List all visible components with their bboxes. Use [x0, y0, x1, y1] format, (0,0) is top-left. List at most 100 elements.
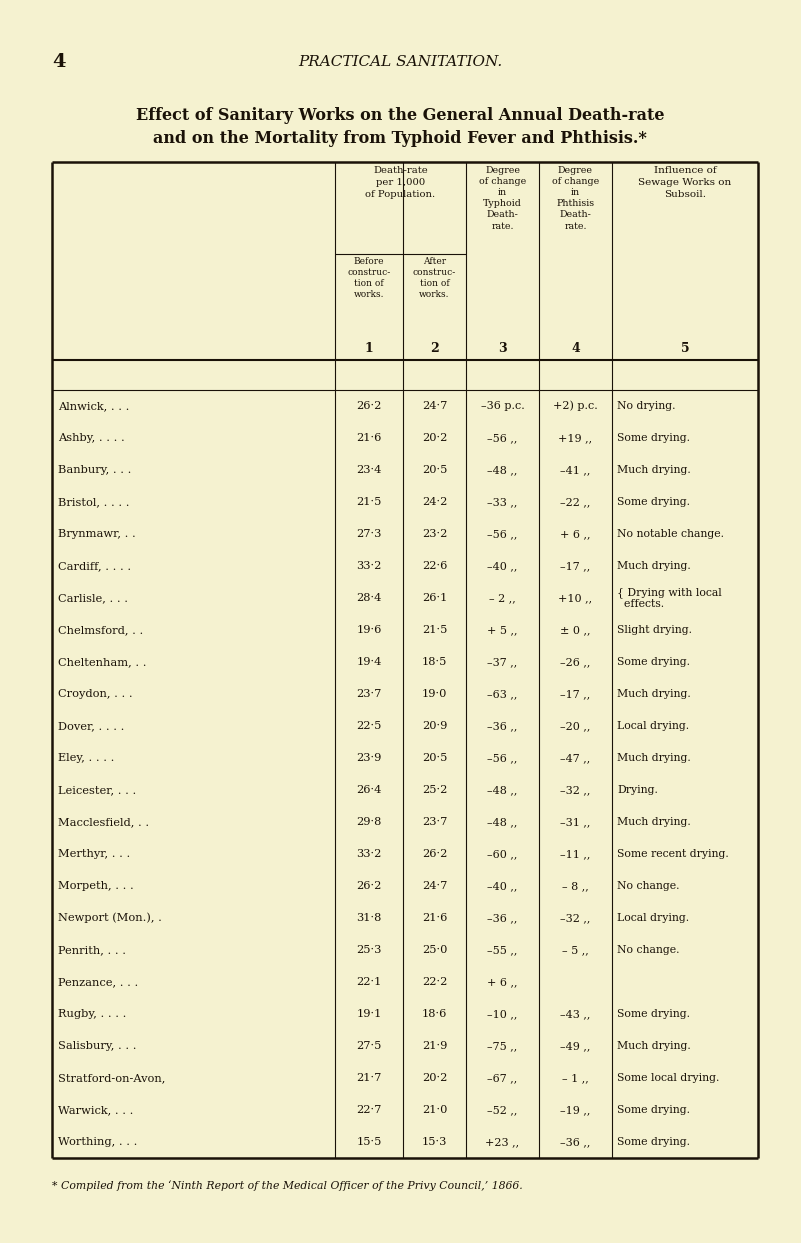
Text: –26 ,,: –26 ,,	[561, 658, 590, 667]
Text: 28·4: 28·4	[356, 593, 382, 603]
Text: Cardiff, . . . .: Cardiff, . . . .	[58, 561, 131, 571]
Text: –48 ,,: –48 ,,	[487, 786, 517, 796]
Text: Croydon, . . .: Croydon, . . .	[58, 689, 133, 699]
Text: 22·2: 22·2	[422, 977, 447, 987]
Text: Much drying.: Much drying.	[617, 753, 690, 763]
Text: Influence of
Sewage Works on
Subsoil.: Influence of Sewage Works on Subsoil.	[638, 167, 731, 199]
Text: 18·5: 18·5	[422, 658, 447, 667]
Text: 24·7: 24·7	[422, 881, 447, 891]
Text: Macclesfield, . .: Macclesfield, . .	[58, 817, 149, 827]
Text: +19 ,,: +19 ,,	[558, 433, 593, 443]
Text: 24·2: 24·2	[422, 497, 447, 507]
Text: Dover, . . . .: Dover, . . . .	[58, 721, 124, 731]
Text: 19·1: 19·1	[356, 1009, 382, 1019]
Text: 26·2: 26·2	[356, 401, 382, 411]
Text: 33·2: 33·2	[356, 561, 382, 571]
Text: Some recent drying.: Some recent drying.	[617, 849, 729, 859]
Text: Morpeth, . . .: Morpeth, . . .	[58, 881, 134, 891]
Text: Degree
of change
in
Typhoid
Death-
rate.: Degree of change in Typhoid Death- rate.	[479, 167, 526, 230]
Text: –48 ,,: –48 ,,	[487, 817, 517, 827]
Text: 19·4: 19·4	[356, 658, 382, 667]
Text: 22·7: 22·7	[356, 1105, 382, 1115]
Text: –60 ,,: –60 ,,	[487, 849, 517, 859]
Text: Much drying.: Much drying.	[617, 817, 690, 827]
Text: Degree
of change
in
Phthisis
Death-
rate.: Degree of change in Phthisis Death- rate…	[552, 167, 599, 230]
Text: 31·8: 31·8	[356, 914, 382, 924]
Text: –10 ,,: –10 ,,	[487, 1009, 517, 1019]
Text: + 5 ,,: + 5 ,,	[487, 625, 517, 635]
Text: Worthing, . . .: Worthing, . . .	[58, 1137, 138, 1147]
Text: Banbury, . . .: Banbury, . . .	[58, 465, 131, 475]
Text: –63 ,,: –63 ,,	[487, 689, 517, 699]
Text: Newport (Mon.), .: Newport (Mon.), .	[58, 912, 162, 924]
Text: 21·0: 21·0	[422, 1105, 447, 1115]
Text: –40 ,,: –40 ,,	[487, 561, 517, 571]
Text: No notable change.: No notable change.	[617, 530, 724, 539]
Text: +10 ,,: +10 ,,	[558, 593, 593, 603]
Text: 20·5: 20·5	[422, 465, 447, 475]
Text: 23·4: 23·4	[356, 465, 382, 475]
Text: 19·0: 19·0	[422, 689, 447, 699]
Text: 26·2: 26·2	[356, 881, 382, 891]
Text: PRACTICAL SANITATION.: PRACTICAL SANITATION.	[298, 55, 502, 70]
Text: 22·6: 22·6	[422, 561, 447, 571]
Text: Bristol, . . . .: Bristol, . . . .	[58, 497, 130, 507]
Text: – 1 ,,: – 1 ,,	[562, 1073, 589, 1083]
Text: { Drying with local
  effects.: { Drying with local effects.	[617, 587, 722, 609]
Text: No drying.: No drying.	[617, 401, 675, 411]
Text: –32 ,,: –32 ,,	[561, 786, 590, 796]
Text: Much drying.: Much drying.	[617, 465, 690, 475]
Text: 21·7: 21·7	[356, 1073, 382, 1083]
Text: Carlisle, . . .: Carlisle, . . .	[58, 593, 128, 603]
Text: –22 ,,: –22 ,,	[561, 497, 590, 507]
Text: Leicester, . . .: Leicester, . . .	[58, 786, 136, 796]
Text: 21·5: 21·5	[356, 497, 382, 507]
Text: 3: 3	[498, 342, 507, 355]
Text: 23·7: 23·7	[422, 817, 447, 827]
Text: Before
construc-
tion of
works.: Before construc- tion of works.	[348, 257, 391, 300]
Text: and on the Mortality from Typhoid Fever and Phthisis.*: and on the Mortality from Typhoid Fever …	[153, 129, 647, 147]
Text: –17 ,,: –17 ,,	[561, 561, 590, 571]
Text: 5: 5	[681, 342, 690, 355]
Text: –17 ,,: –17 ,,	[561, 689, 590, 699]
Text: Some drying.: Some drying.	[617, 1009, 690, 1019]
Text: –52 ,,: –52 ,,	[487, 1105, 517, 1115]
Text: 22·5: 22·5	[356, 721, 382, 731]
Text: Effect of Sanitary Works on the General Annual Death-rate: Effect of Sanitary Works on the General …	[135, 107, 664, 123]
Text: Alnwick, . . .: Alnwick, . . .	[58, 401, 130, 411]
Text: Slight drying.: Slight drying.	[617, 625, 692, 635]
Text: Ashby, . . . .: Ashby, . . . .	[58, 433, 125, 443]
Text: 21·5: 21·5	[422, 625, 447, 635]
Text: –36 ,,: –36 ,,	[487, 914, 517, 924]
Text: Local drying.: Local drying.	[617, 914, 689, 924]
Text: 21·6: 21·6	[356, 433, 382, 443]
Text: 21·6: 21·6	[422, 914, 447, 924]
Text: – 5 ,,: – 5 ,,	[562, 945, 589, 955]
Text: –75 ,,: –75 ,,	[487, 1040, 517, 1052]
Text: ± 0 ,,: ± 0 ,,	[560, 625, 591, 635]
Text: Much drying.: Much drying.	[617, 689, 690, 699]
Text: Some drying.: Some drying.	[617, 1105, 690, 1115]
Text: 23·7: 23·7	[356, 689, 382, 699]
Text: –37 ,,: –37 ,,	[487, 658, 517, 667]
Text: * Compiled from the ‘Ninth Report of the Medical Officer of the Privy Council,’ : * Compiled from the ‘Ninth Report of the…	[52, 1180, 523, 1191]
Text: – 2 ,,: – 2 ,,	[489, 593, 516, 603]
Text: 20·9: 20·9	[422, 721, 447, 731]
Text: Some drying.: Some drying.	[617, 497, 690, 507]
Text: Warwick, . . .: Warwick, . . .	[58, 1105, 134, 1115]
Text: Some drying.: Some drying.	[617, 1137, 690, 1147]
Text: Cheltenham, . .: Cheltenham, . .	[58, 658, 147, 667]
Text: Some drying.: Some drying.	[617, 433, 690, 443]
Text: 21·9: 21·9	[422, 1040, 447, 1052]
Text: –67 ,,: –67 ,,	[487, 1073, 517, 1083]
Text: Brynmawr, . .: Brynmawr, . .	[58, 530, 135, 539]
Text: –43 ,,: –43 ,,	[561, 1009, 590, 1019]
Text: 20·5: 20·5	[422, 753, 447, 763]
Text: Much drying.: Much drying.	[617, 1040, 690, 1052]
Text: Penrith, . . .: Penrith, . . .	[58, 945, 126, 955]
Text: 19·6: 19·6	[356, 625, 382, 635]
Text: 4: 4	[52, 53, 66, 71]
Text: 27·5: 27·5	[356, 1040, 382, 1052]
Text: 23·2: 23·2	[422, 530, 447, 539]
Text: 18·6: 18·6	[422, 1009, 447, 1019]
